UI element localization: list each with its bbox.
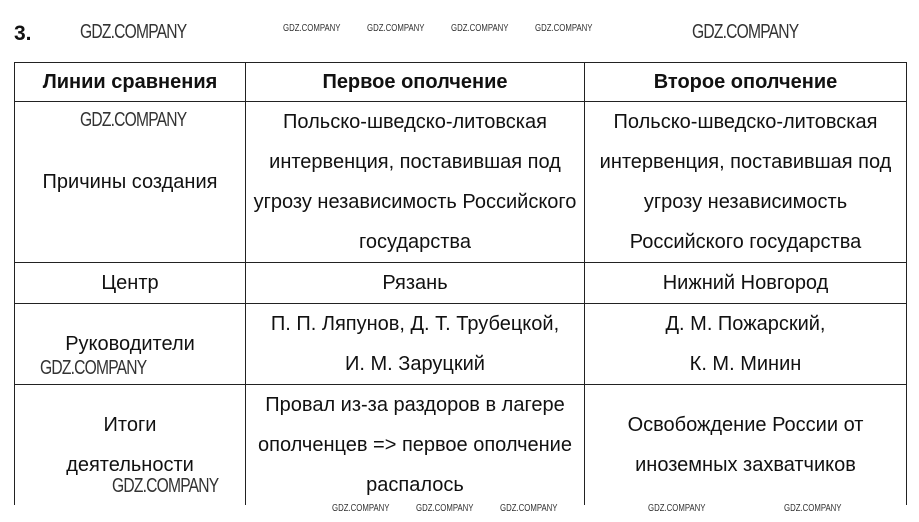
watermark: GDZ.COMPANY (784, 503, 842, 514)
row-second: Д. М. Пожарский, К. М. Минин (584, 303, 907, 385)
watermark: GDZ.COMPANY (367, 23, 425, 34)
row-criterion: Центр (14, 262, 246, 304)
header-second-militia: Второе ополчение (584, 62, 907, 102)
table-header-row: Линии сравнения Первое ополчение Второе … (14, 62, 907, 102)
row-criterion: Итоги деятельности (14, 384, 246, 505)
row-second: Освобождение России от иноземных захватч… (584, 384, 907, 505)
row-first: Провал из-за раздоров в лагере ополченце… (245, 384, 585, 505)
watermark: GDZ.COMPANY (416, 503, 474, 514)
watermark: GDZ.COMPANY (451, 23, 509, 34)
watermark: GDZ.COMPANY (535, 23, 593, 34)
header-first-militia: Первое ополчение (245, 62, 585, 102)
table-row: Центр Рязань Нижний Новгород (14, 262, 907, 304)
row-second: Нижний Новгород (584, 262, 907, 304)
watermark: GDZ.COMPANY (692, 21, 799, 43)
comparison-table: Линии сравнения Первое ополчение Второе … (14, 62, 907, 505)
watermark: GDZ.COMPANY (80, 21, 187, 43)
watermark: GDZ.COMPANY (500, 503, 558, 514)
row-first: Рязань (245, 262, 585, 304)
table-row: Причины создания Польско-шведско-литовск… (14, 101, 907, 263)
header-criteria: Линии сравнения (14, 62, 246, 102)
exercise-number: 3. (14, 22, 32, 45)
table-row: Руководители П. П. Ляпунов, Д. Т. Трубец… (14, 303, 907, 385)
row-first: П. П. Ляпунов, Д. Т. Трубецкой, И. М. За… (245, 303, 585, 385)
watermark: GDZ.COMPANY (283, 23, 341, 34)
row-criterion: Руководители (14, 303, 246, 385)
watermark: GDZ.COMPANY (648, 503, 706, 514)
row-second: Польско-шведско-литовская интервенция, п… (584, 101, 907, 263)
row-criterion: Причины создания (14, 101, 246, 263)
table-row: Итоги деятельности Провал из-за раздоров… (14, 384, 907, 505)
row-first: Польско-шведско-литовская интервенция, п… (245, 101, 585, 263)
watermark: GDZ.COMPANY (332, 503, 390, 514)
